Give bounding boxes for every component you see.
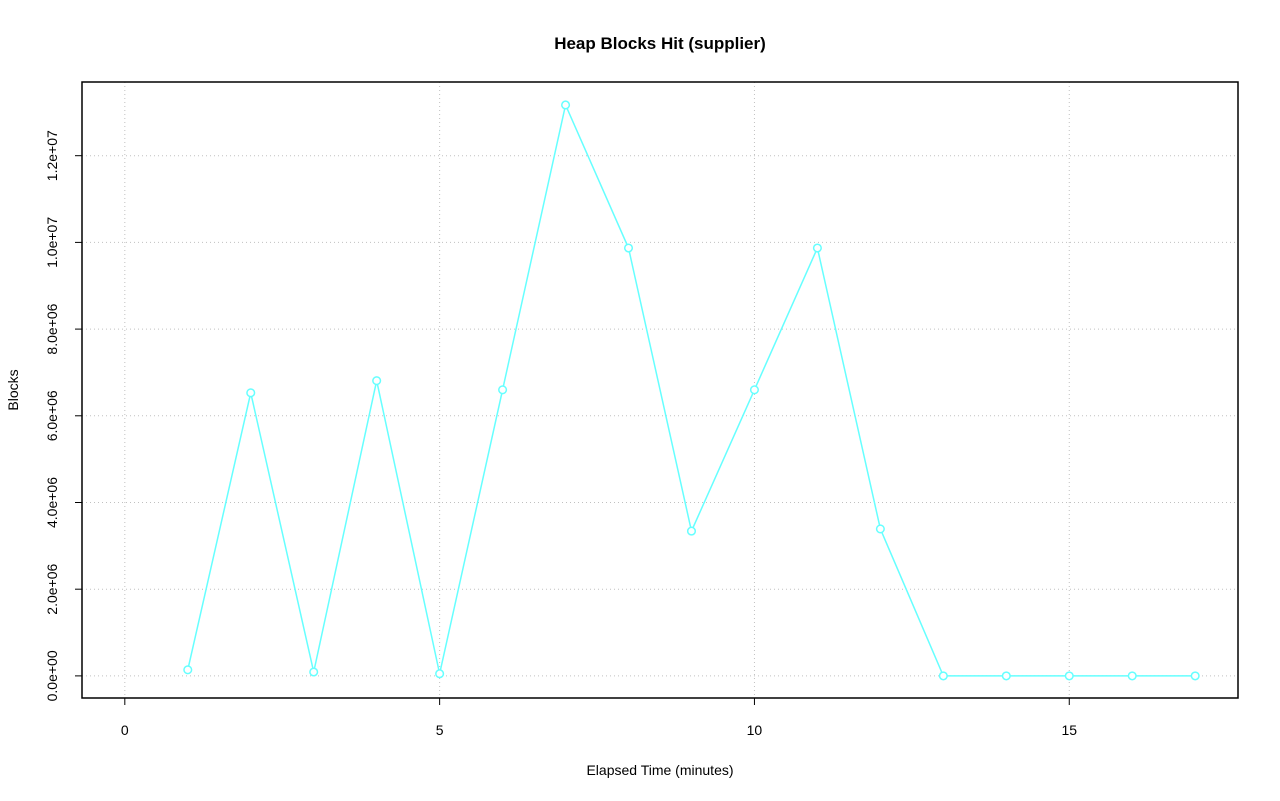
point <box>875 524 885 534</box>
x-tick-label: 0 <box>121 722 129 738</box>
y-tick-label: 1.0e+07 <box>44 217 60 268</box>
chart-title: Heap Blocks Hit (supplier) <box>554 34 766 53</box>
y-tick-label: 8.0e+06 <box>44 303 60 354</box>
y-tick-label: 0.0e+00 <box>44 650 60 701</box>
point <box>623 243 634 253</box>
point <box>372 376 382 386</box>
point <box>686 526 697 536</box>
point <box>561 100 571 110</box>
y-axis-label: Blocks <box>5 369 21 410</box>
point <box>938 671 948 681</box>
point <box>749 385 759 395</box>
point <box>435 669 445 679</box>
point <box>1127 671 1137 681</box>
x-tick-label: 5 <box>436 722 444 738</box>
x-tick-label: 10 <box>747 722 763 738</box>
point <box>246 388 256 398</box>
point <box>183 665 193 675</box>
point <box>812 243 822 253</box>
y-tick-label: 6.0e+06 <box>44 390 60 441</box>
y-tick-label: 1.2e+07 <box>44 130 60 181</box>
y-tick-label: 4.0e+06 <box>44 477 60 528</box>
x-axis-label: Elapsed Time (minutes) <box>586 762 733 778</box>
line <box>187 102 1196 677</box>
point <box>1001 671 1011 681</box>
point <box>1064 671 1074 681</box>
point <box>1190 671 1200 681</box>
point <box>309 667 319 677</box>
plot-frame <box>81 81 1239 699</box>
x-tick-label: 15 <box>1061 722 1077 738</box>
y-tick-label: 2.0e+06 <box>44 563 60 614</box>
point <box>498 385 508 395</box>
